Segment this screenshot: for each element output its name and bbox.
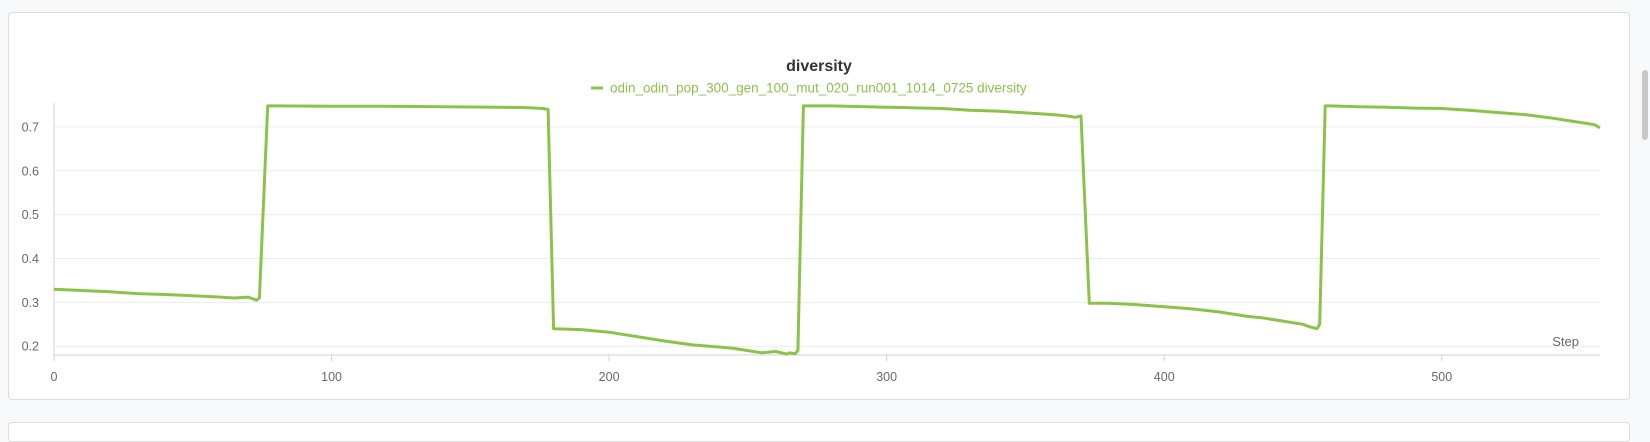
x-tick-label: 400 — [1154, 370, 1175, 384]
axes: 0.2 0.3 0.4 0.5 0.6 0.7 0 100 200 300 400 500 — [22, 103, 1600, 384]
y-tick-label: 0.3 — [22, 296, 39, 310]
y-tick-label: 0.2 — [22, 340, 39, 354]
legend[interactable]: odin_odin_pop_300_gen_100_mut_020_run001… — [591, 81, 1027, 96]
x-tick-label: 200 — [599, 370, 620, 384]
grid — [54, 126, 1600, 347]
x-tick-label: 300 — [876, 370, 897, 384]
scrollbar[interactable] — [1642, 70, 1648, 140]
chart-panel — [8, 12, 1630, 400]
x-axis-label: Step — [1552, 334, 1579, 349]
legend-label: odin_odin_pop_300_gen_100_mut_020_run001… — [610, 81, 1027, 96]
chart-title: diversity — [786, 58, 852, 75]
y-tick-label: 0.7 — [22, 120, 39, 134]
x-tick-label: 0 — [51, 370, 58, 384]
x-tick-label: 500 — [1431, 370, 1452, 384]
y-tick-label: 0.6 — [22, 164, 39, 178]
x-tick-label: 100 — [321, 370, 342, 384]
y-tick-label: 0.4 — [22, 252, 39, 266]
y-tick-label: 0.5 — [22, 208, 39, 222]
series-line — [53, 104, 1601, 356]
diversity-chart: diversity odin_odin_pop_300_gen_100_mut_… — [22, 58, 1601, 384]
